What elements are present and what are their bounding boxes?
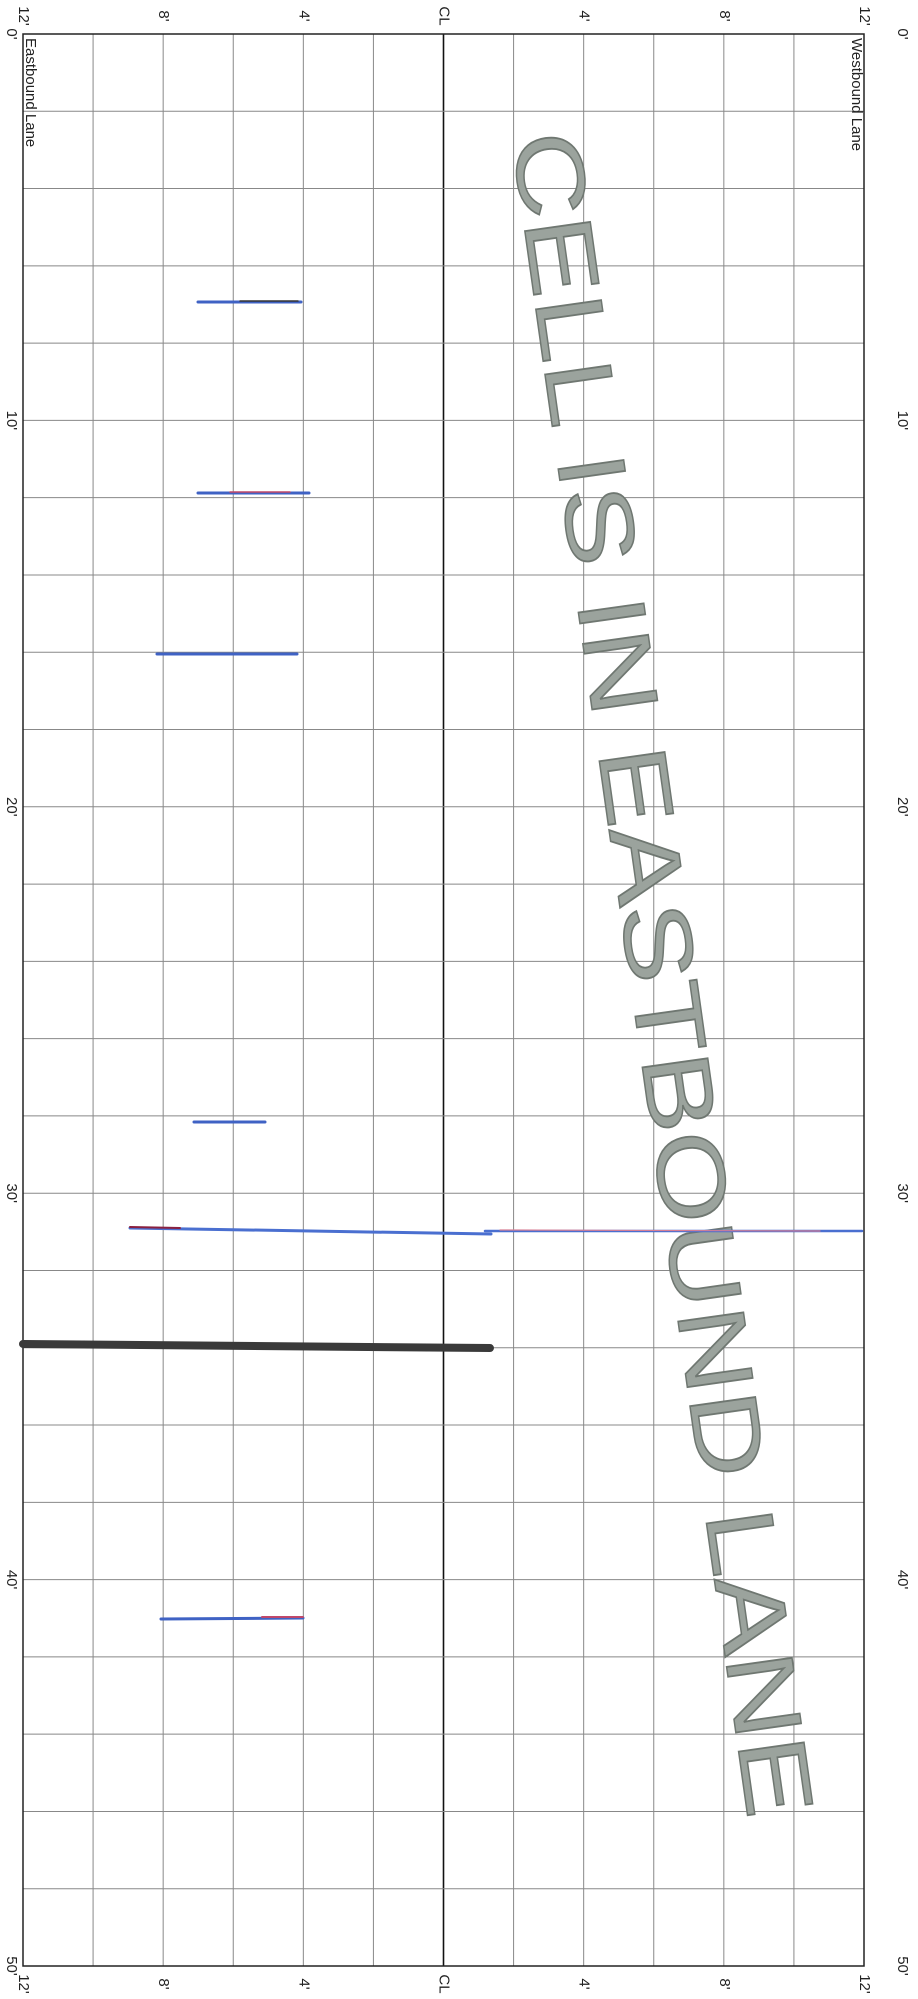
cracks bbox=[19, 300, 864, 1621]
offset-label: 8' bbox=[155, 1978, 172, 1989]
station-label: 20' bbox=[894, 797, 911, 817]
station-label: 20' bbox=[3, 797, 20, 817]
labels: 12' 8' 4' CL 4' 8' 12' 12' 8' 4' CL 4' 8' 12' 0' 10' 20'… bbox=[3, 6, 911, 1994]
station-label: 30' bbox=[3, 1183, 20, 1203]
offset-label: 12' bbox=[856, 1974, 873, 1994]
station-label: 50' bbox=[894, 1956, 911, 1976]
offset-label: 12' bbox=[15, 6, 32, 26]
offset-label: 8' bbox=[155, 10, 172, 21]
offset-label: 12' bbox=[856, 6, 873, 26]
station-label: 0' bbox=[894, 28, 911, 39]
station-label: 10' bbox=[3, 411, 20, 431]
offset-label: 4' bbox=[295, 10, 312, 21]
offset-label: 4' bbox=[576, 10, 593, 21]
offset-label: CL bbox=[436, 6, 453, 25]
crack bbox=[499, 1229, 821, 1232]
offset-label: 8' bbox=[716, 10, 733, 21]
crack bbox=[129, 1226, 181, 1229]
lane-label: Westbound Lane bbox=[848, 38, 865, 151]
offset-label: 12' bbox=[15, 1974, 32, 1994]
station-label: 30' bbox=[894, 1183, 911, 1203]
station-label: 50' bbox=[3, 1956, 20, 1976]
station-label: 10' bbox=[894, 411, 911, 431]
station-label: 40' bbox=[894, 1570, 911, 1590]
offset-label: 4' bbox=[295, 1978, 312, 1989]
crack bbox=[159, 1616, 305, 1621]
station-label: 40' bbox=[3, 1570, 20, 1590]
offset-label: CL bbox=[436, 1974, 453, 1993]
lane-label: Eastbound Lane bbox=[22, 38, 39, 147]
border bbox=[22, 33, 865, 1967]
crack bbox=[128, 1226, 493, 1236]
stamp: CELL IS IN EASTBOUND LANE bbox=[491, 125, 834, 1823]
station-label: 0' bbox=[3, 28, 20, 39]
offset-label: 4' bbox=[576, 1978, 593, 1989]
offset-label: 8' bbox=[716, 1978, 733, 1989]
crack bbox=[19, 1340, 494, 1352]
